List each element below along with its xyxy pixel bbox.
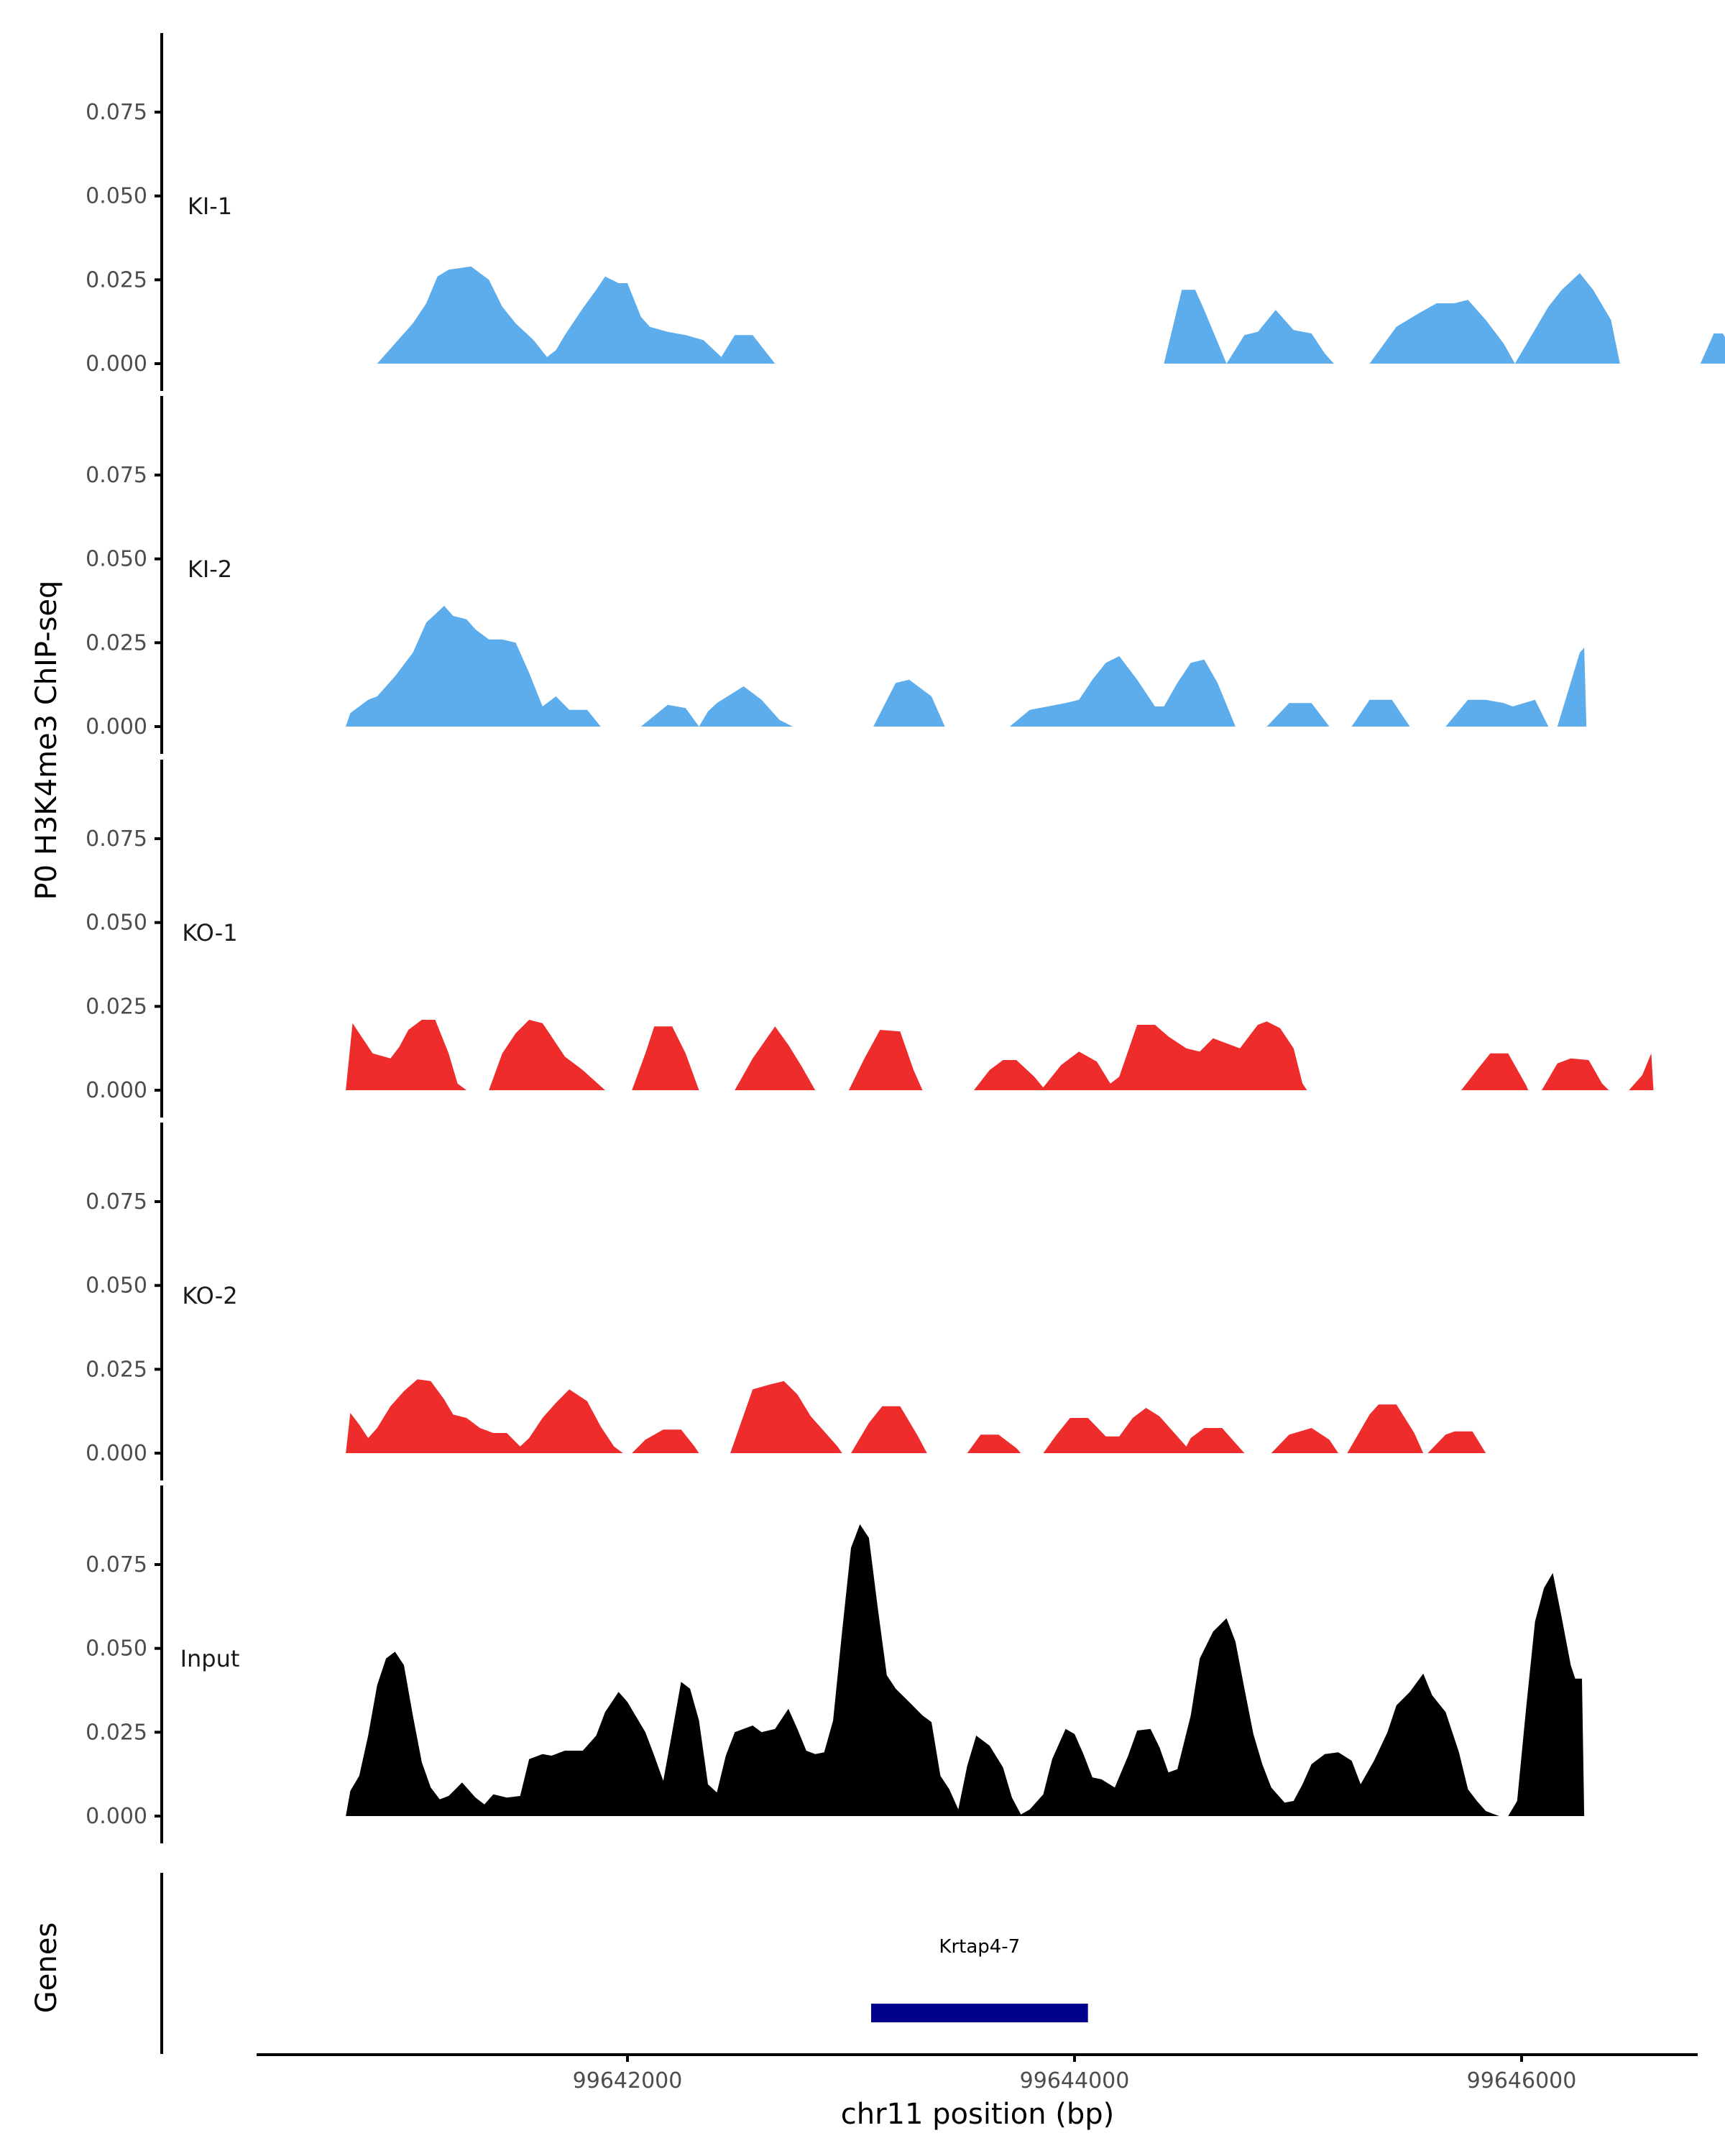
y-tick-label: 0.075 — [86, 100, 147, 125]
y-axis-title: P0 H3K4me3 ChIP-seq — [30, 581, 63, 900]
coverage-area — [640, 686, 794, 727]
coverage-area — [346, 1379, 623, 1453]
coverage-area — [730, 1381, 842, 1453]
coverage-area — [1041, 1021, 1307, 1090]
track-label: Input — [180, 1645, 240, 1672]
coverage-area — [1266, 699, 1549, 727]
gene-label: Krtap4-7 — [939, 1936, 1020, 1958]
y-tick-label: 0.000 — [86, 351, 147, 377]
coverage-area — [1043, 1408, 1245, 1453]
track-ki-2: 0.000 0.025 0.050 0.075 KI-2 — [86, 396, 1587, 754]
track-label: KI-2 — [188, 556, 232, 583]
track-ko-1: 0.000 0.025 0.050 0.075 KO-1 — [86, 760, 1654, 1118]
track-label: KO-2 — [182, 1282, 237, 1309]
gene-bar — [870, 2004, 1088, 2022]
track-label: KI-1 — [188, 193, 232, 220]
coverage-area — [1629, 1053, 1654, 1090]
x-tick-label: 99646000 — [1467, 2068, 1577, 2093]
coverage-area — [735, 1026, 816, 1090]
y-tick-label: 0.075 — [86, 1552, 147, 1577]
coverage-area — [1508, 1572, 1585, 1816]
y-tick-label: 0.050 — [86, 1636, 147, 1662]
y-tick-label: 0.025 — [86, 630, 147, 655]
tracks-layer: 0.0000.0250.0500.075KI-10.0000.0250.0500… — [86, 33, 1725, 1843]
x-tick-label: 99642000 — [573, 2068, 683, 2093]
coverage-area — [489, 1020, 605, 1090]
coverage-area — [1557, 648, 1587, 727]
coverage-area — [632, 1429, 699, 1453]
coverage-area — [346, 606, 601, 727]
coverage-area — [851, 1406, 927, 1453]
coverage-area — [848, 1030, 923, 1090]
x-axis-title: chr11 position (bp) — [841, 2098, 1115, 2131]
track-ki-1: 0.000 0.025 0.050 0.075 KI-1 — [86, 33, 1725, 391]
coverage-area — [1271, 1428, 1338, 1453]
y-tick-label: 0.025 — [86, 267, 147, 292]
y-tick-label: 0.000 — [86, 1078, 147, 1103]
track-ko-2: 0.000 0.025 0.050 0.075 KO-2 — [86, 1123, 1486, 1480]
y-tick-label: 0.000 — [86, 1441, 147, 1466]
y-tick-label: 0.000 — [86, 714, 147, 740]
genes-panel-title: Genes — [30, 1922, 63, 2013]
coverage-area — [873, 656, 1236, 727]
y-tick-label: 0.050 — [86, 1273, 147, 1299]
y-tick-label: 0.025 — [86, 994, 147, 1019]
y-tick-label: 0.050 — [86, 547, 147, 572]
y-tick-label: 0.075 — [86, 463, 147, 488]
x-axis-ticks: 99642000 99644000 99646000 — [573, 2055, 1577, 2093]
y-tick-label: 0.050 — [86, 184, 147, 209]
y-tick-label: 0.025 — [86, 1357, 147, 1382]
coverage-area — [1164, 273, 1725, 364]
y-tick-label: 0.025 — [86, 1720, 147, 1745]
coverage-area — [1427, 1431, 1486, 1453]
coverage-area — [1542, 1058, 1609, 1090]
coverage-area — [377, 266, 776, 364]
y-tick-label: 0.050 — [86, 911, 147, 936]
y-tick-label: 0.000 — [86, 1804, 147, 1829]
coverage-area — [346, 1524, 1499, 1816]
x-tick-label: 99644000 — [1020, 2068, 1130, 2093]
coverage-area — [1461, 1053, 1529, 1090]
coverage-area — [346, 1020, 467, 1090]
y-tick-label: 0.075 — [86, 1189, 147, 1215]
coverage-area — [1347, 1404, 1424, 1453]
y-tick-label: 0.075 — [86, 826, 147, 852]
coverage-area — [967, 1434, 1021, 1453]
coverage-area — [974, 1060, 1046, 1090]
coverage-area — [632, 1026, 699, 1090]
track-label: KO-1 — [182, 919, 237, 946]
track-input: 0.000 0.025 0.050 0.075 Input — [86, 1485, 1585, 1843]
